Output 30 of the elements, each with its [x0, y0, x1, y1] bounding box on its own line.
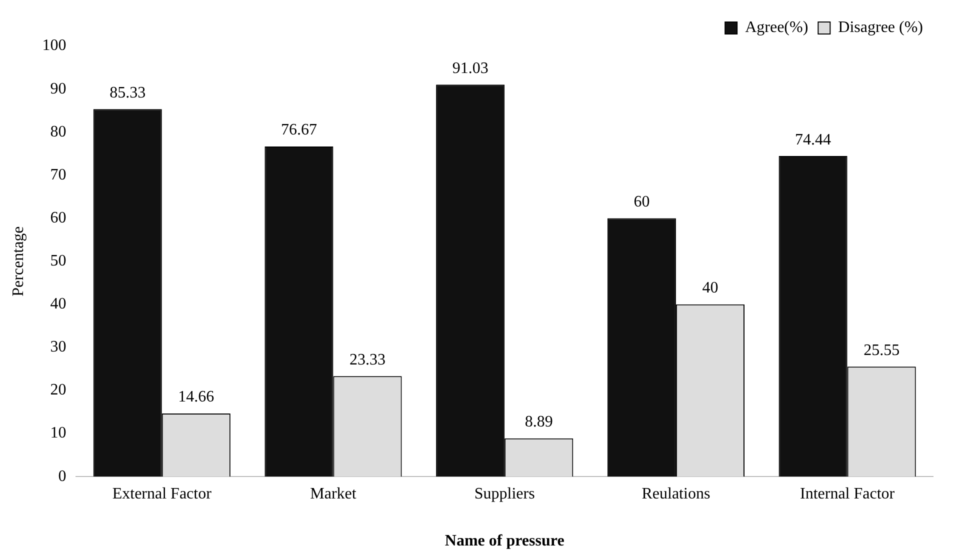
y-axis-title: Percentage	[10, 226, 27, 296]
y-tick-label: 10	[50, 424, 66, 442]
y-tick-label: 100	[42, 37, 66, 54]
data-label: 60	[634, 193, 650, 210]
data-label: 14.66	[178, 388, 214, 406]
y-tick-label: 90	[50, 80, 66, 98]
y-tick-label: 70	[50, 166, 66, 184]
y-tick-label: 60	[50, 209, 66, 226]
x-axis-title: Name of pressure	[444, 532, 564, 550]
data-label: 40	[702, 280, 718, 297]
legend-label: Agree(%)	[745, 19, 808, 36]
x-tick-label: External Factor	[112, 485, 212, 502]
data-label: 23.33	[350, 351, 386, 368]
x-tick-label: Market	[310, 485, 357, 502]
legend-label: Disagree (%)	[838, 19, 923, 36]
y-tick-label: 20	[50, 382, 66, 399]
y-tick-label: 50	[50, 252, 66, 270]
x-tick-label: Suppliers	[474, 485, 535, 502]
y-tick-label: 80	[50, 123, 66, 140]
y-tick-label: 30	[50, 338, 66, 356]
data-label: 25.55	[864, 342, 900, 359]
data-label: 85.33	[110, 84, 146, 102]
data-label: 8.89	[524, 414, 553, 431]
data-label: 74.44	[795, 131, 832, 148]
y-tick-label: 0	[58, 468, 66, 485]
data-label: 91.03	[452, 60, 488, 77]
x-tick-label: Internal Factor	[800, 485, 896, 502]
y-tick-label: 40	[50, 296, 66, 313]
x-tick-label: Reulations	[642, 485, 710, 502]
data-label: 76.67	[280, 122, 317, 139]
